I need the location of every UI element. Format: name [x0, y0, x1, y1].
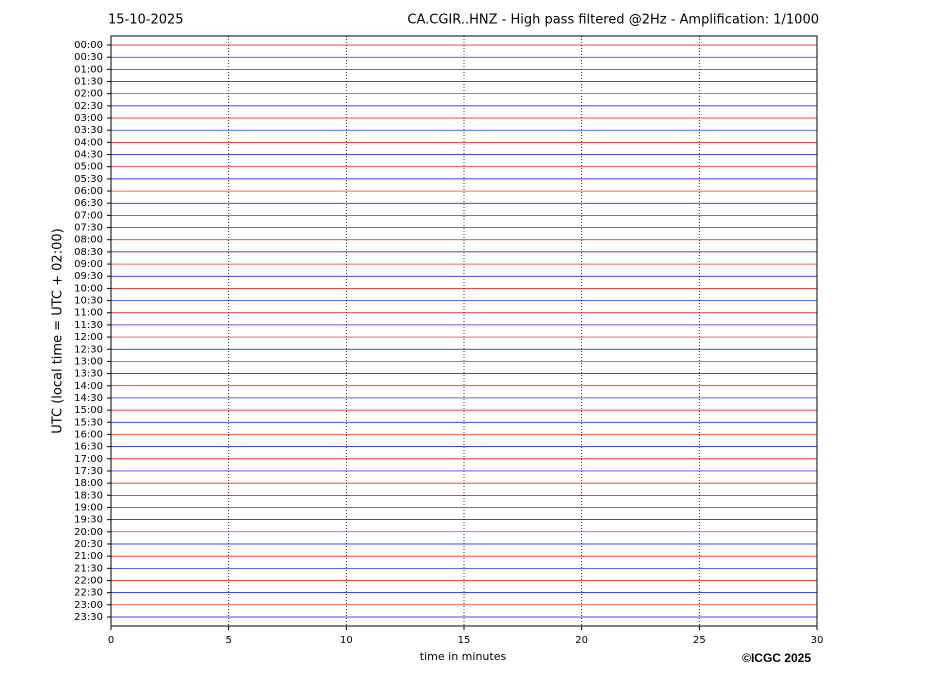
y-tick-label: 19:00 [74, 502, 103, 513]
y-tick-label: 19:30 [74, 515, 103, 526]
y-tick-label: 23:00 [74, 600, 103, 611]
y-tick-label: 00:30 [74, 52, 103, 63]
y-tick-label: 14:30 [74, 393, 103, 404]
y-tick-label: 03:00 [74, 113, 103, 124]
y-tick-label: 08:30 [74, 247, 103, 258]
y-tick-label: 20:00 [74, 527, 103, 538]
x-axis-label: time in minutes [420, 650, 507, 663]
y-tick-label: 07:30 [74, 223, 103, 234]
y-tick-label: 22:00 [74, 575, 103, 586]
y-tick-label: 04:30 [74, 150, 103, 161]
y-tick-label: 17:00 [74, 454, 103, 465]
y-tick-label: 01:00 [74, 64, 103, 75]
y-tick-label: 15:30 [74, 417, 103, 428]
y-tick-label: 17:30 [74, 466, 103, 477]
y-axis-label: UTC (local time = UTC + 02:00) [51, 228, 66, 433]
y-tick-label: 20:30 [74, 539, 103, 550]
y-tick-label: 13:30 [74, 369, 103, 380]
y-tick-label: 13:00 [74, 356, 103, 367]
y-tick-label: 10:30 [74, 296, 103, 307]
x-tick-label: 10 [340, 635, 353, 646]
y-tick-label: 16:30 [74, 442, 103, 453]
chart-title: CA.CGIR..HNZ - High pass filtered @2Hz -… [407, 13, 819, 28]
y-tick-label: 05:30 [74, 174, 103, 185]
y-tick-label: 09:30 [74, 271, 103, 282]
y-tick-label: 07:00 [74, 210, 103, 221]
chart-date: 15-10-2025 [108, 13, 184, 28]
x-tick-label: 5 [225, 635, 231, 646]
y-tick-label: 21:30 [74, 563, 103, 574]
y-tick-label: 02:30 [74, 101, 103, 112]
plot-frame [110, 35, 818, 627]
y-tick-label: 14:00 [74, 381, 103, 392]
y-tick-label: 15:00 [74, 405, 103, 416]
y-tick-label: 22:30 [74, 588, 103, 599]
y-tick-label: 12:00 [74, 332, 103, 343]
x-tick-label: 25 [693, 635, 706, 646]
y-tick-label: 08:00 [74, 235, 103, 246]
y-tick-label: 16:00 [74, 429, 103, 440]
x-tick-label: 15 [458, 635, 471, 646]
credit: ©ICGC 2025 [742, 651, 811, 665]
y-tick-label: 09:00 [74, 259, 103, 270]
y-tick-label: 18:00 [74, 478, 103, 489]
y-tick-label: 06:00 [74, 186, 103, 197]
y-tick-label: 12:30 [74, 344, 103, 355]
y-tick-label: 18:30 [74, 490, 103, 501]
y-tick-label: 11:30 [74, 320, 103, 331]
y-tick-label: 00:00 [74, 40, 103, 51]
y-tick-label: 05:00 [74, 162, 103, 173]
y-tick-label: 06:30 [74, 198, 103, 209]
y-tick-label: 11:00 [74, 308, 103, 319]
y-tick-label: 01:30 [74, 77, 103, 88]
y-tick-label: 04:00 [74, 137, 103, 148]
y-tick-label: 03:30 [74, 125, 103, 136]
x-tick-label: 30 [811, 635, 824, 646]
x-tick-label: 20 [575, 635, 588, 646]
y-tick-label: 23:30 [74, 612, 103, 623]
y-tick-label: 21:00 [74, 551, 103, 562]
y-tick-label: 10:00 [74, 283, 103, 294]
y-tick-label: 02:00 [74, 89, 103, 100]
x-tick-label: 0 [108, 635, 114, 646]
